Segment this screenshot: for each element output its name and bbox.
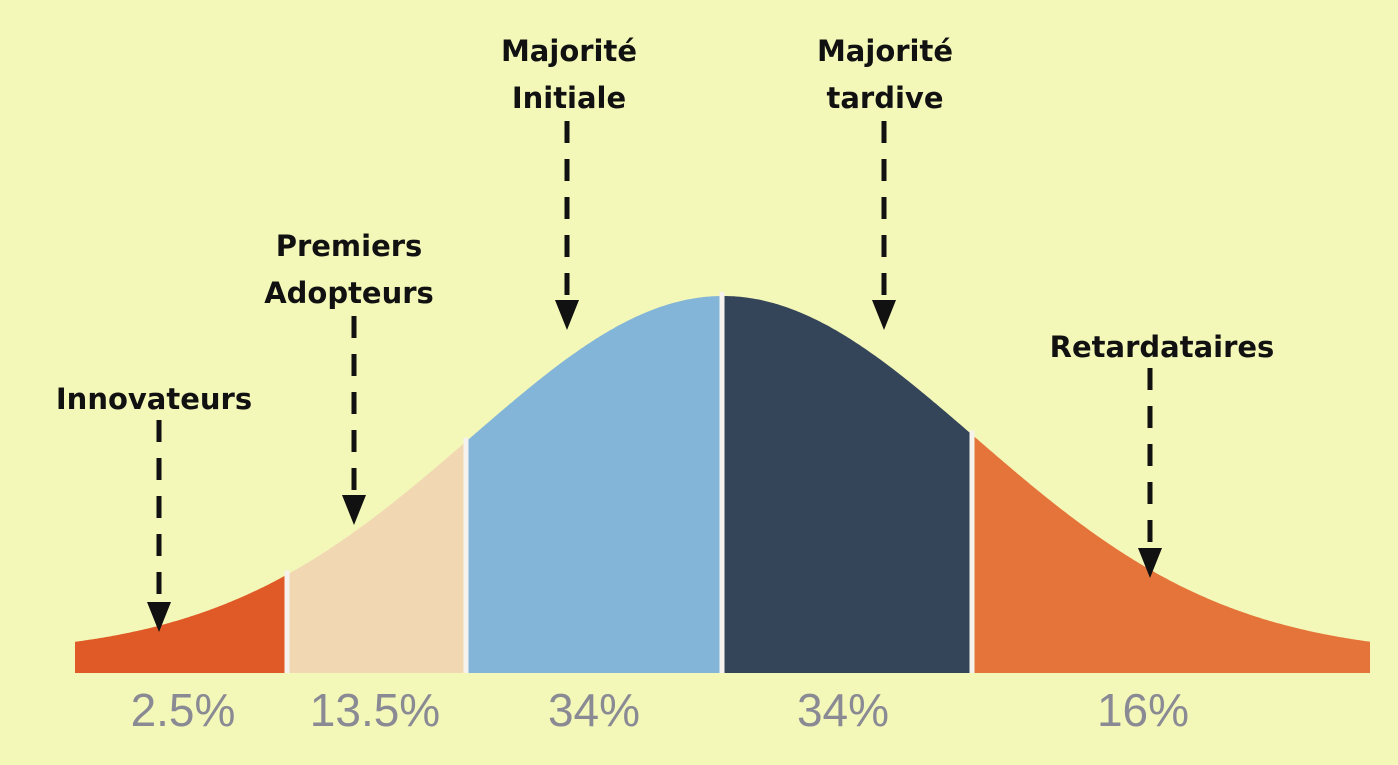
percent-innovateurs: 2.5% bbox=[130, 684, 236, 736]
arrow-retardataires bbox=[1138, 368, 1162, 578]
label-innovateurs: Innovateurs bbox=[55, 382, 253, 416]
segment-majorite-tardive bbox=[722, 296, 972, 673]
label-retardataires: Retardataires bbox=[1049, 330, 1275, 364]
arrow-premiers-adopteurs bbox=[342, 316, 366, 525]
segment-retardataires bbox=[972, 434, 1370, 673]
segment-premiers-adopteurs bbox=[287, 441, 466, 673]
percent-majorite-tardive: 34% bbox=[796, 684, 890, 736]
percent-retardataires: 16% bbox=[1096, 684, 1190, 736]
segment-majorite-initiale bbox=[466, 296, 722, 673]
label-premiers-adopteurs: Premiers Adopteurs bbox=[264, 229, 434, 310]
percent-premiers-adopteurs: 13.5% bbox=[309, 684, 441, 736]
label-majorite-tardive: Majorité tardive bbox=[816, 34, 954, 115]
arrow-majorite-initiale bbox=[555, 121, 579, 330]
arrow-majorite-tardive bbox=[872, 121, 896, 330]
percent-majorite-initiale: 34% bbox=[547, 684, 641, 736]
label-majorite-initiale: Majorité Initiale bbox=[500, 34, 638, 115]
segment-innovateurs bbox=[75, 574, 287, 673]
arrow-innovateurs bbox=[147, 420, 171, 632]
